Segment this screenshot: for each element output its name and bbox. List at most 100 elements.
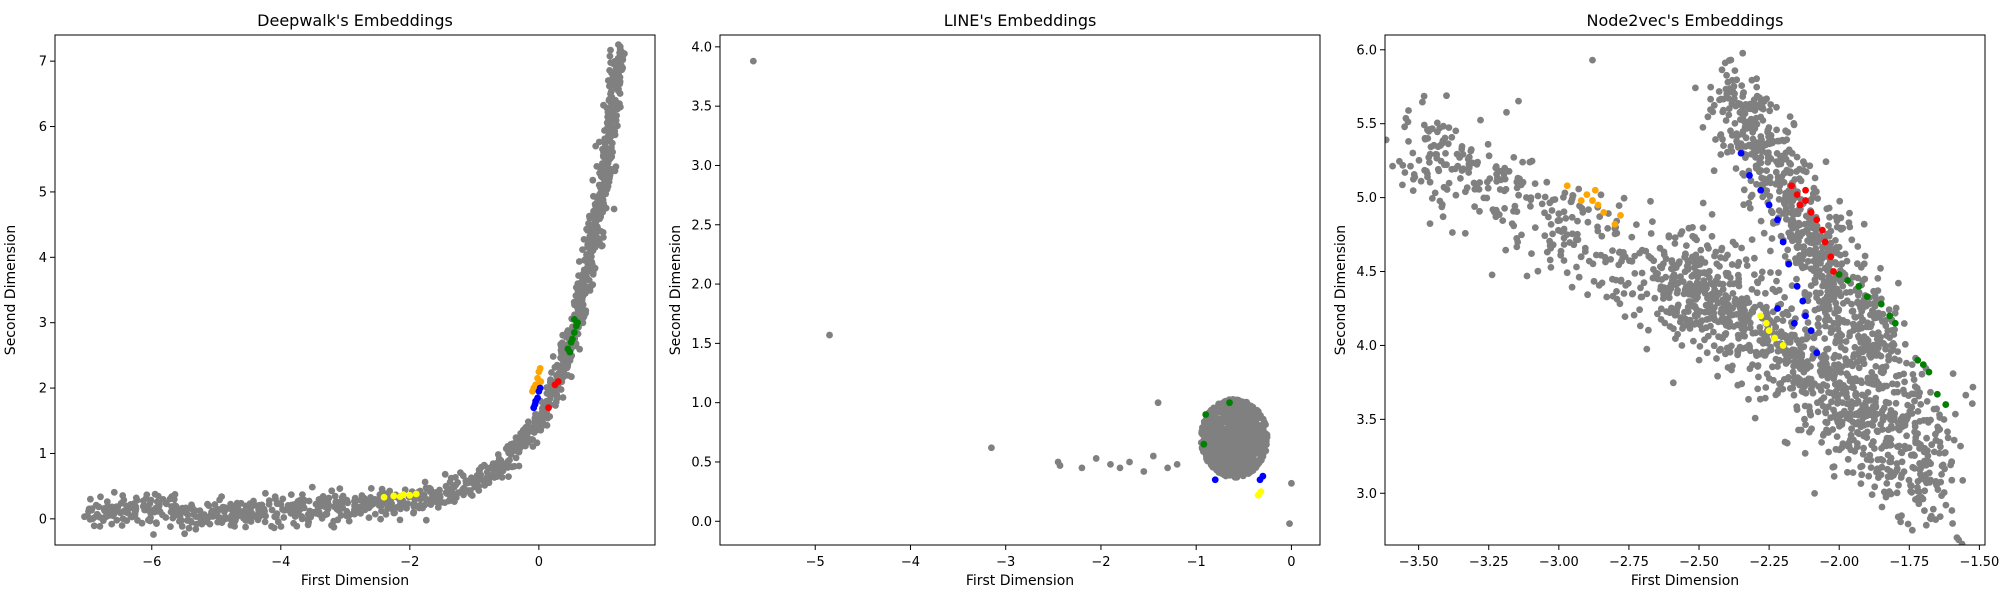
x-tick-label: −2.75 bbox=[1609, 555, 1649, 570]
background-point bbox=[1401, 169, 1409, 176]
background-point bbox=[1908, 361, 1916, 368]
background-point bbox=[1751, 303, 1759, 311]
background-point bbox=[1865, 472, 1873, 480]
background-point bbox=[197, 512, 205, 519]
background-point bbox=[1452, 127, 1460, 135]
background-point bbox=[1515, 97, 1522, 105]
background-point bbox=[1912, 434, 1920, 441]
background-point bbox=[1527, 202, 1534, 210]
background-point bbox=[1876, 313, 1883, 321]
y-tick-label: 7 bbox=[39, 55, 47, 70]
data-point bbox=[1256, 476, 1264, 484]
background-point bbox=[1849, 469, 1857, 476]
background-point bbox=[1817, 387, 1825, 394]
background-point bbox=[352, 497, 360, 505]
data-point bbox=[1818, 226, 1826, 234]
background-point bbox=[1839, 317, 1847, 324]
background-point bbox=[415, 504, 423, 512]
background-point bbox=[151, 508, 158, 516]
series-1 bbox=[1200, 399, 1233, 448]
background-point bbox=[1877, 364, 1885, 372]
x-tick-label: −2.25 bbox=[1749, 555, 1789, 570]
background-point bbox=[1720, 142, 1727, 150]
background-point bbox=[1810, 334, 1818, 342]
data-point bbox=[1933, 390, 1941, 398]
series-1 bbox=[1563, 182, 1624, 228]
background-point bbox=[1751, 414, 1759, 422]
background-point bbox=[1920, 417, 1928, 424]
background-point bbox=[1428, 195, 1436, 202]
background-point bbox=[1207, 461, 1215, 469]
background-point bbox=[1691, 303, 1699, 310]
background-point bbox=[1852, 391, 1859, 399]
axes-frame bbox=[54, 34, 656, 546]
background-point bbox=[246, 511, 253, 519]
data-point bbox=[1827, 253, 1835, 261]
y-tick-label: 0.0 bbox=[691, 515, 712, 530]
background-point bbox=[1719, 285, 1727, 293]
outlier-point bbox=[1953, 534, 1961, 542]
outlier-point bbox=[1056, 462, 1064, 469]
background-point bbox=[1917, 465, 1924, 473]
background-point bbox=[1854, 243, 1862, 250]
background-point bbox=[1692, 251, 1700, 259]
background-point bbox=[1767, 101, 1775, 108]
background-point bbox=[1829, 326, 1837, 333]
background-point bbox=[1238, 415, 1246, 423]
background-point bbox=[1598, 232, 1606, 240]
background-point bbox=[1749, 100, 1757, 107]
background-point bbox=[1434, 143, 1442, 151]
background-point bbox=[1857, 480, 1865, 487]
background-point bbox=[454, 479, 462, 486]
background-point bbox=[427, 501, 435, 508]
background-point bbox=[109, 512, 117, 520]
background-point bbox=[1638, 269, 1646, 277]
background-point bbox=[1825, 273, 1833, 280]
background-point bbox=[1767, 247, 1774, 255]
background-point bbox=[1755, 373, 1762, 381]
background-point bbox=[1808, 235, 1815, 243]
background-point bbox=[1801, 415, 1808, 423]
background-point bbox=[1761, 96, 1768, 104]
outlier-point bbox=[1078, 464, 1086, 472]
background-point bbox=[1875, 385, 1883, 393]
background-point bbox=[1723, 71, 1730, 79]
y-tick-label: 6 bbox=[39, 120, 47, 135]
background-point bbox=[1409, 149, 1417, 157]
background-point bbox=[1748, 286, 1756, 293]
background-point bbox=[1712, 277, 1720, 285]
background-point bbox=[1827, 227, 1835, 235]
x-tick-label: −4 bbox=[901, 555, 920, 570]
data-point bbox=[1863, 293, 1871, 301]
background-point bbox=[1736, 343, 1744, 351]
background-point bbox=[1674, 303, 1681, 311]
background-point bbox=[1885, 426, 1892, 434]
background-point bbox=[1452, 191, 1460, 199]
background-point bbox=[532, 414, 540, 422]
background-point bbox=[1713, 355, 1720, 362]
background-point bbox=[1442, 150, 1449, 157]
background-point bbox=[1791, 373, 1798, 381]
background-point bbox=[1885, 306, 1893, 314]
background-point bbox=[188, 505, 196, 513]
outlier-point bbox=[1140, 468, 1148, 475]
chart-title: Node2vec's Embeddings bbox=[1587, 11, 1784, 30]
background-point bbox=[1833, 260, 1841, 268]
background-point bbox=[1911, 452, 1918, 459]
y-tick-label: 6.0 bbox=[1356, 43, 1377, 58]
background-point bbox=[1850, 327, 1857, 334]
background-point bbox=[1839, 300, 1847, 307]
background-point bbox=[1476, 179, 1484, 186]
data-point bbox=[1802, 186, 1809, 194]
chart-panel-1: −6 −4 −2 0 0 1 2 3 4 5 6 7 Deepwalk's Embeddings Firs… bbox=[3, 11, 656, 589]
background-point bbox=[1894, 443, 1901, 450]
background-point bbox=[1746, 324, 1754, 332]
background-point bbox=[580, 279, 587, 287]
background-point bbox=[343, 496, 351, 504]
background-point bbox=[1573, 263, 1580, 271]
background-point bbox=[1893, 489, 1901, 497]
background-point bbox=[600, 234, 607, 241]
x-tick-label: −2 bbox=[400, 555, 419, 570]
background-point bbox=[1733, 311, 1740, 318]
background-point bbox=[1517, 181, 1525, 189]
